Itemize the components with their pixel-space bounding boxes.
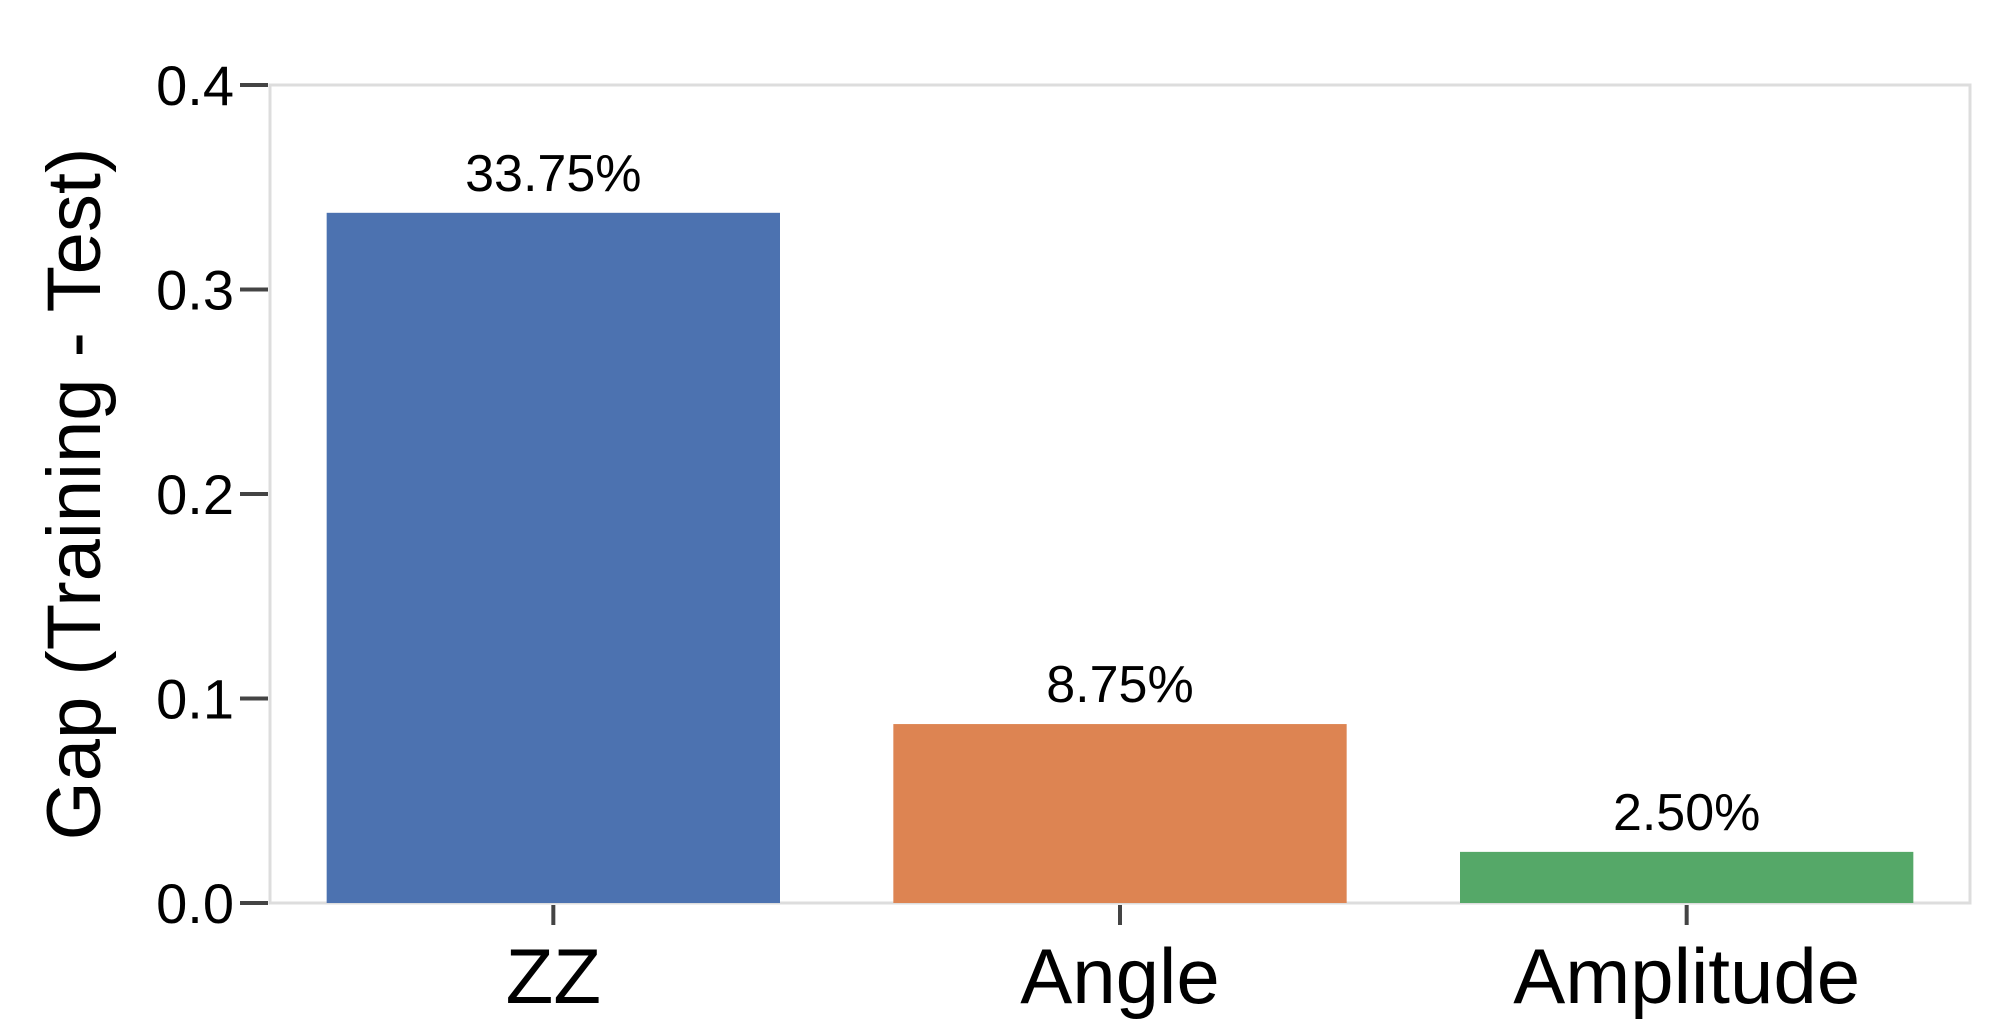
x-tick-label-zz: ZZ: [506, 932, 601, 1020]
y-tick-label: 0.4: [156, 54, 234, 117]
y-tick-label: 0.3: [156, 259, 234, 322]
bar-zz: [326, 212, 780, 903]
y-tick-label: 0.2: [156, 463, 234, 526]
bar-angle: [893, 724, 1347, 903]
bar-amplitude: [1460, 851, 1914, 903]
x-tick-label-amplitude: Amplitude: [1513, 932, 1860, 1020]
data-label-amplitude: 2.50%: [1613, 784, 1760, 842]
x-axis: ZZ Angle Amplitude: [506, 905, 1860, 1020]
bars-group: [326, 212, 1914, 903]
y-axis: 0.0 0.1 0.2 0.3 0.4: [156, 54, 268, 935]
data-labels-group: 33.75% 8.75% 2.50%: [465, 145, 1760, 842]
y-axis-title: Gap (Training - Test): [32, 148, 117, 841]
y-tick-label: 0.1: [156, 668, 234, 731]
y-tick-label: 0.0: [156, 872, 234, 935]
x-tick-label-angle: Angle: [1020, 932, 1220, 1020]
data-label-zz: 33.75%: [465, 145, 641, 203]
data-label-angle: 8.75%: [1046, 656, 1193, 714]
